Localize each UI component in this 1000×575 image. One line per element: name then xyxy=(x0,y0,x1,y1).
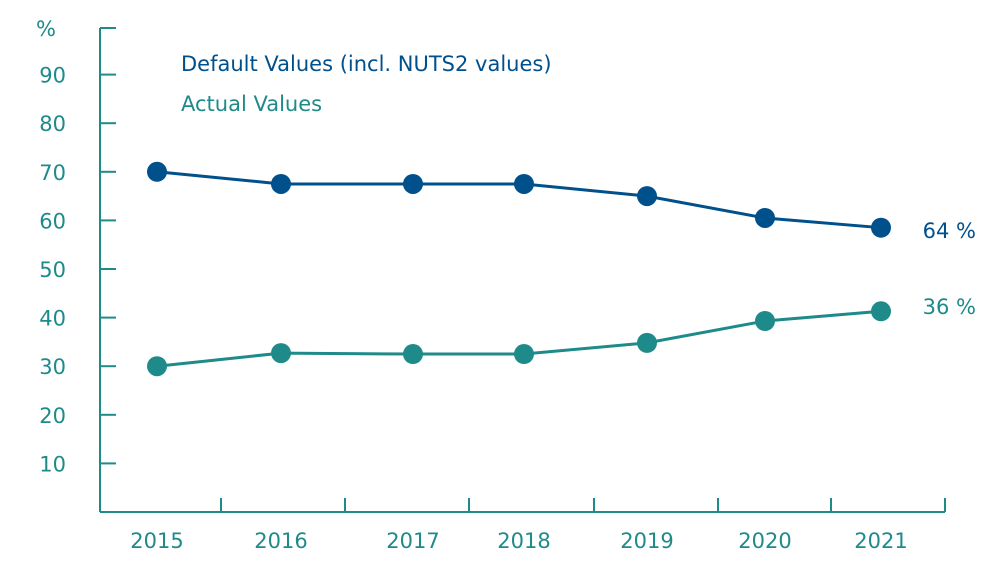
data-point xyxy=(637,186,657,207)
data-point xyxy=(271,173,291,194)
y-tick-label: 30 xyxy=(39,355,66,379)
data-point xyxy=(514,344,534,365)
series-layer xyxy=(147,161,891,377)
data-point xyxy=(755,207,775,228)
x-tick-label: 2017 xyxy=(386,529,439,553)
data-point xyxy=(871,217,891,238)
y-tick-label: 80 xyxy=(39,112,66,136)
data-point xyxy=(637,332,657,353)
x-tick-label: 2018 xyxy=(497,529,550,553)
legend-entry-default-values: Default Values (incl. NUTS2 values) xyxy=(181,52,552,76)
y-tick-label: 70 xyxy=(39,161,66,185)
data-point xyxy=(147,356,167,377)
data-point xyxy=(403,173,423,194)
y-axis-ticks: 10 20 30 40 50 60 70 80 90 xyxy=(39,27,116,476)
legend-entry-actual-values: Actual Values xyxy=(181,92,322,116)
x-tick-label: 2021 xyxy=(854,529,907,553)
legend: Default Values (incl. NUTS2 values) Actu… xyxy=(181,52,552,116)
y-tick-label: 10 xyxy=(39,452,66,476)
data-point xyxy=(871,301,891,322)
x-tick-label: 2016 xyxy=(254,529,307,553)
data-point xyxy=(755,311,775,332)
x-tick-label: 2020 xyxy=(738,529,791,553)
y-tick-label: 60 xyxy=(39,209,66,233)
end-label-default-values: 64 % xyxy=(923,219,976,243)
data-point xyxy=(271,343,291,364)
y-tick-label: 20 xyxy=(39,404,66,428)
y-tick-label: 50 xyxy=(39,258,66,282)
y-tick-label: 90 xyxy=(39,64,66,88)
data-point xyxy=(147,161,167,182)
end-label-actual-values: 36 % xyxy=(923,295,976,319)
x-axis-ticks: 2015 2016 2017 2018 2019 2020 2021 xyxy=(130,498,946,553)
x-tick-label: 2019 xyxy=(620,529,673,553)
y-axis-unit-label: % xyxy=(36,17,56,41)
x-tick-label: 2015 xyxy=(130,529,183,553)
data-point xyxy=(403,344,423,365)
data-point xyxy=(514,173,534,194)
y-tick-label: 40 xyxy=(39,307,66,331)
